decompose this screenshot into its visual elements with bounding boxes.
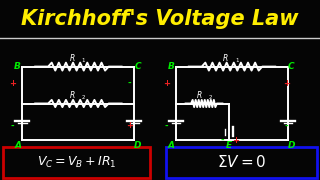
Text: 2: 2 — [209, 95, 212, 100]
Text: B: B — [14, 62, 21, 71]
Text: 2: 2 — [82, 95, 85, 100]
Text: $V_C = V_B + IR_1$: $V_C = V_B + IR_1$ — [37, 155, 117, 170]
Bar — [3, 147, 150, 178]
Text: R: R — [69, 91, 75, 100]
Text: R: R — [223, 54, 228, 63]
Text: A: A — [168, 141, 175, 150]
Text: $\Sigma V = 0$: $\Sigma V = 0$ — [217, 154, 266, 170]
Text: E: E — [226, 141, 232, 150]
Text: +: + — [126, 122, 133, 130]
Text: C: C — [134, 62, 141, 71]
Bar — [166, 147, 317, 178]
Text: D: D — [134, 141, 141, 150]
Text: +: + — [232, 136, 239, 145]
Text: C: C — [288, 62, 294, 71]
Text: -: - — [284, 122, 288, 130]
Text: -: - — [164, 122, 168, 130]
Text: +: + — [163, 79, 170, 88]
Text: +: + — [283, 79, 290, 88]
Text: Kirchhoff's Voltage Law: Kirchhoff's Voltage Law — [21, 9, 299, 29]
Text: -: - — [220, 136, 224, 145]
Text: R: R — [69, 54, 75, 63]
Text: 1: 1 — [235, 58, 238, 63]
Text: -: - — [11, 122, 15, 130]
Text: +: + — [9, 79, 16, 88]
Text: -: - — [128, 79, 132, 88]
Text: A: A — [14, 141, 21, 150]
Text: B: B — [168, 62, 175, 71]
Text: R: R — [196, 91, 202, 100]
Text: D: D — [287, 141, 295, 150]
Text: 1: 1 — [82, 58, 85, 63]
